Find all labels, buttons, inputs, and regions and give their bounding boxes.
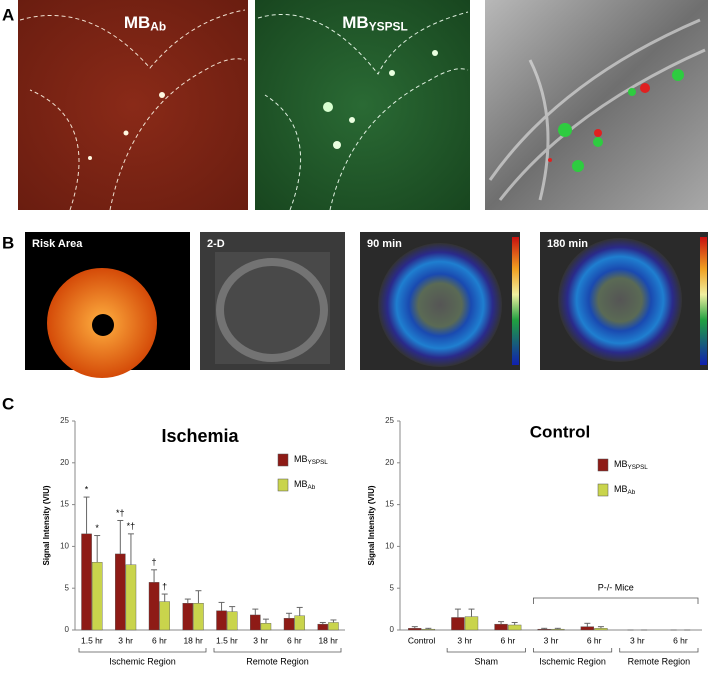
- group-bracket: [78, 648, 207, 653]
- bar: [260, 623, 272, 631]
- x-tick-label: 6 hr: [287, 635, 302, 645]
- x-tick-label: 6 hr: [587, 635, 602, 645]
- bar: [294, 615, 305, 631]
- bar: [81, 533, 92, 631]
- y-tick-label: 25: [60, 416, 69, 425]
- image-label: MBYSPSL: [342, 13, 407, 33]
- legend-label: MBAb: [614, 484, 636, 495]
- y-axis-label: Signal Intensity (VIU): [42, 485, 51, 565]
- x-tick-label: 3 hr: [253, 635, 268, 645]
- x-tick-label: 1.5 hr: [216, 635, 238, 645]
- panel-label: C: [2, 394, 14, 413]
- bar: [507, 624, 522, 631]
- chart-title: Ischemia: [161, 426, 239, 446]
- x-tick-label: 3 hr: [544, 635, 559, 645]
- x-tick-label: 6 hr: [501, 635, 516, 645]
- bar: [159, 601, 170, 631]
- chart-title: Control: [530, 422, 590, 441]
- group-bracket: [533, 597, 699, 604]
- bar: [580, 626, 595, 631]
- bar: [115, 553, 126, 631]
- x-tick-label: Control: [408, 635, 436, 645]
- significance-label: †: [162, 581, 167, 591]
- x-tick-label: 1.5 hr: [81, 635, 103, 645]
- panel-b-images: [25, 232, 708, 378]
- bar: [328, 622, 339, 631]
- y-tick-label: 0: [65, 625, 70, 634]
- y-tick-label: 0: [390, 625, 395, 634]
- bar: [148, 582, 160, 631]
- bar: [91, 562, 103, 631]
- panel-a-images: [18, 0, 708, 211]
- image-label: 180 min: [547, 238, 588, 250]
- bar: [537, 628, 551, 631]
- significance-label: *: [85, 484, 89, 494]
- legend-swatch: [277, 453, 289, 467]
- x-tick-label: 6 hr: [673, 635, 688, 645]
- legend-swatch: [277, 478, 289, 492]
- panel-label: A: [2, 5, 14, 24]
- group-bracket: [213, 648, 342, 653]
- bar: [283, 618, 295, 631]
- x-tick-label: 3 hr: [630, 635, 645, 645]
- group-label: P-/- Mice: [598, 582, 634, 592]
- y-axis-label: Signal Intensity (VIU): [367, 485, 376, 565]
- bar: [551, 628, 565, 631]
- legend-swatch: [597, 458, 609, 472]
- image-label: MBAb: [124, 13, 166, 33]
- y-tick-label: 20: [60, 458, 69, 467]
- group-label: Sham: [475, 656, 499, 666]
- group-label: Remote Region: [628, 656, 691, 666]
- group-bracket: [446, 648, 526, 653]
- y-tick-label: 5: [390, 583, 395, 592]
- legend-swatch: [597, 483, 609, 497]
- bar: [594, 628, 608, 631]
- bar: [250, 614, 261, 631]
- bar: [226, 611, 238, 631]
- group-bracket: [533, 648, 613, 653]
- group-label: Ischemic Region: [109, 656, 176, 666]
- bar: [182, 603, 194, 631]
- image-label: Risk Area: [32, 238, 83, 250]
- significance-label: *†: [127, 521, 136, 531]
- bar: [464, 616, 479, 631]
- bar: [216, 610, 227, 631]
- x-tick-label: 3 hr: [457, 635, 472, 645]
- group-label: Ischemic Region: [539, 656, 606, 666]
- legend-label: MBYSPSL: [614, 459, 648, 470]
- panel-label: B: [2, 233, 14, 252]
- x-tick-label: 18 hr: [318, 635, 338, 645]
- bar: [421, 628, 436, 631]
- y-tick-label: 15: [385, 500, 394, 509]
- legend-label: MBAb: [294, 479, 316, 490]
- x-tick-label: 3 hr: [118, 635, 133, 645]
- bar: [451, 617, 465, 631]
- group-bracket: [619, 648, 699, 653]
- bar: [125, 564, 137, 631]
- bar: [317, 623, 329, 631]
- significance-label: *†: [116, 508, 125, 518]
- y-tick-label: 15: [60, 500, 69, 509]
- y-tick-label: 20: [385, 458, 394, 467]
- legend-label: MBYSPSL: [294, 454, 328, 465]
- bar: [494, 623, 508, 631]
- significance-label: †: [152, 557, 157, 567]
- x-tick-label: 6 hr: [152, 635, 167, 645]
- x-tick-label: 18 hr: [183, 635, 203, 645]
- bar: [408, 628, 422, 631]
- image-label: 2-D: [207, 238, 225, 250]
- image-label: 90 min: [367, 238, 402, 250]
- y-tick-label: 5: [65, 583, 70, 592]
- bar: [193, 603, 204, 631]
- y-tick-label: 10: [60, 542, 69, 551]
- y-tick-label: 10: [385, 542, 394, 551]
- significance-label: *: [95, 523, 99, 533]
- group-label: Remote Region: [246, 656, 309, 666]
- y-tick-label: 25: [385, 416, 394, 425]
